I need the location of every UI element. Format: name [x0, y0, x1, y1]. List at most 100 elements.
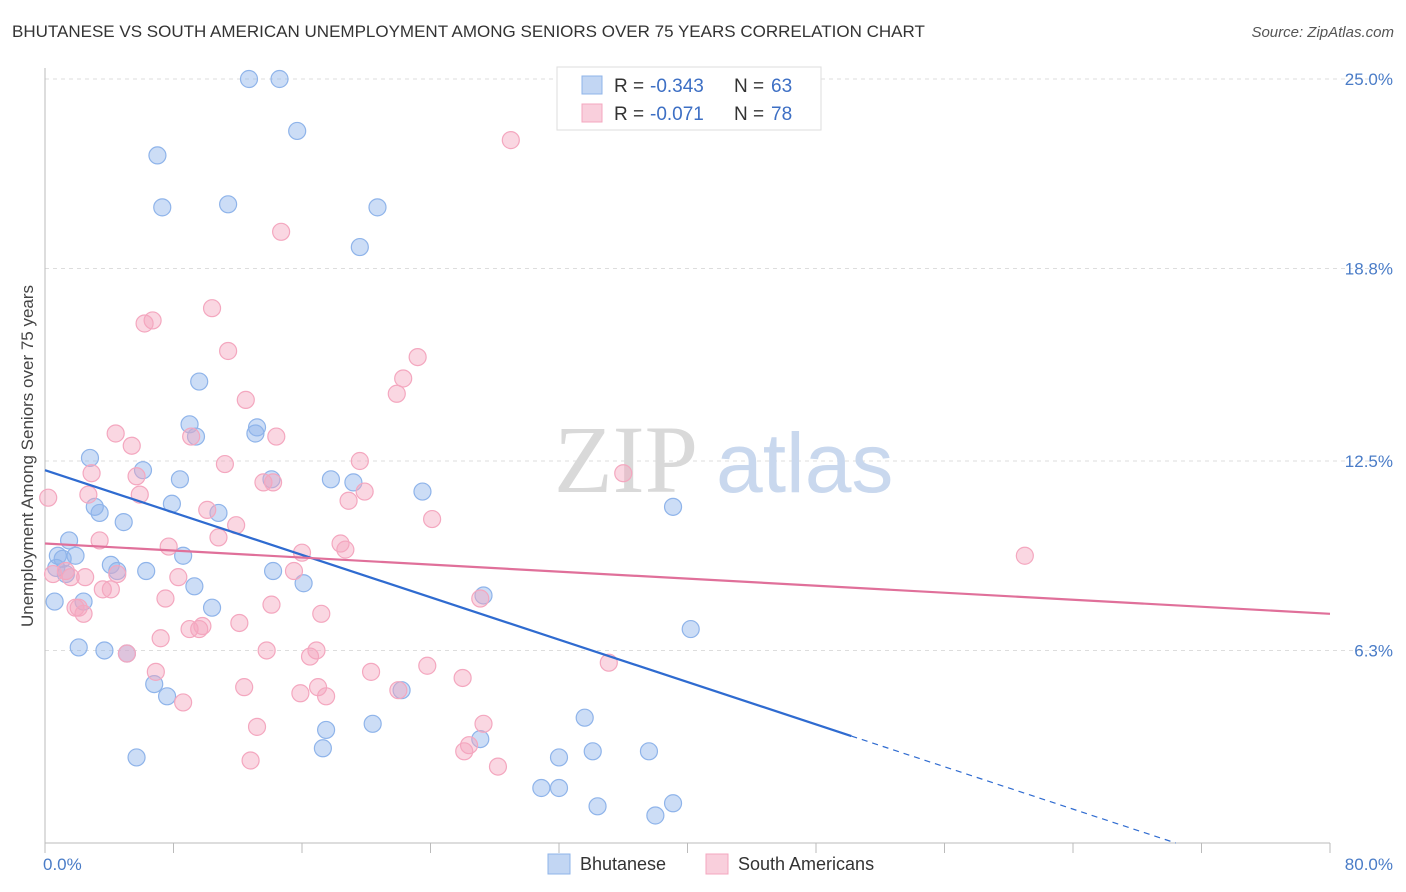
data-point — [76, 568, 95, 587]
data-point — [313, 739, 332, 758]
data-point — [263, 561, 283, 581]
legend-swatch — [581, 75, 603, 95]
legend-bottom: Bhutanese South Americans — [547, 853, 874, 875]
data-point — [339, 491, 358, 510]
legend-n-label: N = — [734, 76, 764, 97]
data-point — [90, 503, 109, 523]
data-point — [639, 742, 659, 761]
data-point — [80, 448, 100, 468]
data-point — [408, 347, 427, 367]
data-point — [387, 384, 406, 403]
data-point — [215, 454, 234, 474]
data-point — [190, 372, 209, 391]
trend-lines — [44, 469, 1331, 844]
data-point — [459, 736, 479, 755]
data-point — [127, 748, 146, 767]
data-point — [236, 390, 255, 409]
legend-top: R = -0.343 N = 63 R = -0.071 N = 78 — [556, 66, 822, 131]
data-point — [247, 717, 267, 736]
data-point — [61, 568, 80, 587]
legend-label: Bhutanese — [580, 854, 666, 874]
y-tick-label: 25.0% — [1345, 70, 1393, 89]
data-point — [45, 592, 64, 611]
data-point — [69, 638, 88, 657]
legend-n-value: 63 — [771, 76, 792, 97]
data-point — [185, 577, 204, 596]
y-tick-label: 6.3% — [1354, 641, 1393, 660]
data-point — [331, 534, 350, 553]
data-point — [471, 589, 490, 608]
data-point — [108, 564, 127, 584]
data-point — [202, 299, 222, 318]
data-point — [209, 528, 228, 547]
data-point — [146, 662, 165, 681]
data-point — [135, 314, 154, 333]
data-point — [247, 418, 267, 437]
data-point — [389, 681, 408, 700]
data-point — [254, 473, 273, 492]
data-point — [56, 561, 75, 581]
data-point — [291, 684, 310, 703]
chart-title: BHUTANESE VS SOUTH AMERICAN UNEMPLOYMENT… — [12, 22, 925, 41]
data-point — [95, 641, 114, 660]
data-point — [262, 595, 281, 614]
data-point — [501, 131, 520, 150]
data-point — [549, 748, 569, 767]
data-point — [316, 687, 336, 706]
data-point — [316, 720, 336, 740]
data-point — [79, 485, 98, 504]
data-point — [159, 537, 178, 556]
data-point — [246, 424, 265, 443]
data-point — [394, 369, 413, 388]
data-point — [350, 451, 369, 471]
data-point — [413, 482, 432, 501]
data-point — [423, 509, 442, 529]
data-point — [219, 341, 238, 361]
watermark-zip: ZIP — [554, 406, 698, 513]
data-point — [117, 644, 137, 663]
data-point — [272, 222, 291, 241]
data-point — [90, 531, 109, 550]
trend-line — [44, 542, 1331, 615]
data-point — [614, 464, 633, 483]
legend-n-value: 78 — [771, 104, 792, 125]
gridlines — [45, 78, 1370, 651]
data-point — [137, 561, 156, 581]
data-point — [106, 424, 125, 443]
data-point — [235, 678, 254, 697]
data-point — [474, 714, 493, 733]
data-point — [307, 641, 326, 660]
data-point — [355, 482, 374, 501]
data-point — [575, 708, 594, 727]
data-point — [312, 604, 331, 623]
data-point — [549, 778, 569, 798]
data-point — [350, 237, 369, 257]
data-point — [1015, 546, 1034, 565]
data-point — [336, 540, 355, 559]
data-point — [588, 797, 607, 816]
data-point — [182, 427, 201, 446]
watermark-atlas: atlas — [716, 416, 893, 510]
data-point — [284, 561, 304, 581]
data-point — [202, 598, 222, 617]
legend-swatch — [581, 103, 603, 123]
data-point — [59, 531, 79, 550]
data-point — [169, 568, 188, 587]
axes — [44, 68, 1331, 853]
legend-label: South Americans — [738, 854, 874, 874]
legend-swatch — [547, 853, 571, 875]
data-point — [361, 662, 381, 681]
data-point — [151, 629, 170, 648]
data-point — [69, 598, 88, 617]
data-point — [368, 198, 387, 217]
data-point — [455, 742, 474, 761]
data-point — [114, 513, 133, 532]
legend-r-label: R = — [614, 76, 644, 97]
legend-n-label: N = — [734, 104, 764, 125]
watermark: ZIP atlas — [554, 406, 893, 513]
data-point — [170, 470, 190, 489]
data-point — [488, 757, 508, 776]
data-point — [239, 69, 259, 89]
y-axis-label: Unemployment Among Seniors over 75 years — [18, 285, 37, 627]
